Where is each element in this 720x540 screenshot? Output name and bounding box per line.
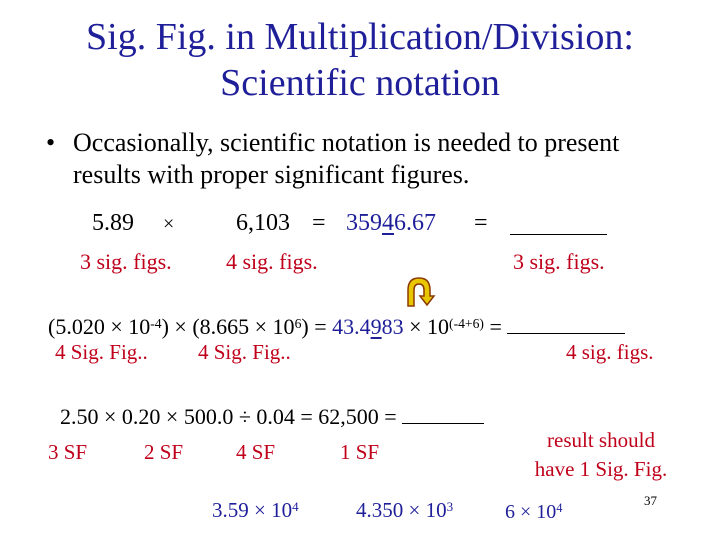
ex3-note: result should have 1 Sig. Fig.	[520, 426, 682, 484]
ex3-note-line-1: result should	[547, 428, 655, 452]
ex1-sf-b: 4 sig. figs.	[226, 249, 318, 274]
ex2-exp-2: 6	[294, 315, 302, 331]
slide-title: Sig. Fig. in Multiplication/Division: Sc…	[0, 14, 720, 106]
ex3-note-line-2: have 1 Sig. Fig.	[534, 457, 668, 481]
ex1-equals-1: =	[312, 210, 326, 236]
ex1-factor-a: 5.89	[92, 210, 134, 236]
ex2-lhs-3: ) =	[301, 314, 327, 339]
ex2-exp-result: (-4+6)	[449, 315, 484, 331]
ex2-equals: =	[489, 314, 502, 339]
page-number: 37	[644, 493, 657, 508]
ex3-sf-4: 1 SF	[340, 440, 380, 464]
ex1-sf-a: 3 sig. figs.	[80, 249, 172, 274]
ex2-lhs-2: ) × (8.665 × 10	[161, 314, 295, 339]
ex3-answer-2-exp: 3	[446, 499, 454, 515]
ex2-result-post: 83	[381, 314, 404, 339]
ex3-sf-2: 2 SF	[144, 440, 184, 464]
ex3-answer-1-exp: 4	[292, 499, 299, 515]
ex2-sf-b: 4 Sig. Fig..	[198, 340, 291, 364]
ex3-expression-text: 2.50 × 0.20 × 500.0 ÷ 0.04 = 62,500 =	[60, 404, 397, 429]
ex1-result-rounding-digit: 4	[382, 210, 394, 236]
ex1-answer-blank	[510, 214, 607, 239]
title-line-1: Sig. Fig. in Multiplication/Division:	[86, 16, 634, 58]
bullet-symbol: •	[46, 128, 56, 157]
ex2-times-ten: × 10	[409, 314, 450, 339]
ex2-result-pre: 43.4	[332, 314, 371, 339]
ex2-result-rounding-digit: 9	[370, 314, 382, 339]
ex3-expression: 2.50 × 0.20 × 500.0 ÷ 0.04 = 62,500 =	[60, 403, 485, 429]
ex1-result-pre: 359	[346, 210, 382, 236]
ex3-sf-3: 4 SF	[236, 440, 276, 464]
ex1-result: 35946.67	[346, 211, 436, 235]
ex2-sf-a: 4 Sig. Fig..	[55, 340, 148, 364]
ex2-answer-blank	[507, 313, 626, 334]
ex2-exp-1: -4	[150, 315, 162, 331]
ex3-answer-2: 4.350 × 103	[356, 500, 453, 521]
ex3-sf-1: 3 SF	[48, 440, 88, 464]
ex3-answer-1: 3.59 × 104	[212, 500, 299, 521]
ex1-factor-b: 6,103	[236, 210, 290, 236]
curved-arrow-icon	[407, 277, 436, 307]
ex3-answer-3-exp: 4	[556, 501, 563, 516]
ex1-result-post: 6.67	[394, 210, 436, 236]
ex2-lhs-1: (5.020 × 10	[48, 314, 151, 339]
ex1-sf-answer: 3 sig. figs.	[513, 249, 605, 274]
ex2-result: 43.4983	[332, 314, 404, 339]
ex1-times-sign: ×	[163, 213, 175, 235]
ex2-expression: (5.020 × 10-4) × (8.665 × 106) = 43.4983…	[48, 313, 626, 339]
ex3-answer-3-base: 6 × 10	[505, 501, 557, 523]
ex3-answer-2-base: 4.350 × 10	[356, 498, 447, 522]
ex3-answer-3: 6 × 104	[505, 502, 562, 522]
bullet-text: Occasionally, scientific notation is nee…	[73, 128, 620, 189]
ex2-sf-answer: 4 sig. figs.	[566, 340, 654, 364]
ex3-answer-1-base: 3.59 × 10	[212, 498, 293, 522]
ex1-equals-2: =	[474, 210, 488, 236]
title-line-2: Scientific notation	[220, 62, 500, 104]
ex3-answer-blank	[402, 403, 485, 424]
